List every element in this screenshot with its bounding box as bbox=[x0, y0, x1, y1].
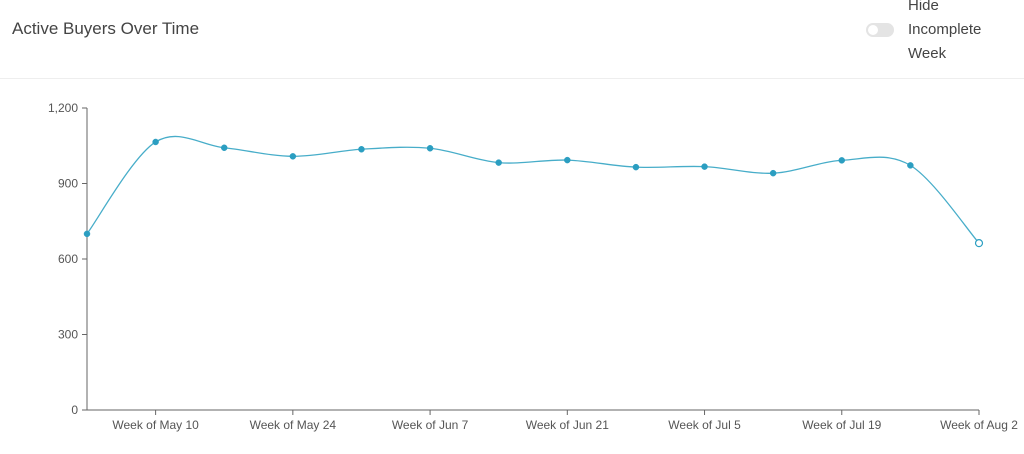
chart-header: Active Buyers Over Time Hide Incomplete … bbox=[0, 0, 1024, 79]
hide-incomplete-week-control: Hide Incomplete Week bbox=[864, 0, 1014, 74]
data-points bbox=[83, 138, 984, 248]
data-point bbox=[838, 157, 846, 164]
data-point bbox=[152, 138, 159, 146]
data-point bbox=[426, 145, 434, 152]
data-point bbox=[495, 159, 502, 166]
toggle-knob bbox=[868, 25, 878, 35]
x-tick-label: Week of Aug 2 bbox=[940, 418, 1018, 432]
data-point bbox=[289, 153, 297, 160]
data-point bbox=[220, 144, 228, 152]
hide-incomplete-week-label: Hide Incomplete Week bbox=[908, 0, 982, 62]
hide-incomplete-week-toggle[interactable] bbox=[866, 23, 894, 37]
y-tick-label: 900 bbox=[58, 177, 78, 191]
x-tick-label: Week of Jun 21 bbox=[526, 418, 609, 432]
y-tick-label: 1,200 bbox=[48, 101, 78, 115]
x-tick-label: Week of May 24 bbox=[250, 418, 337, 432]
x-tick-label: Week of Jul 5 bbox=[668, 418, 741, 432]
x-tick-label: Week of Jul 19 bbox=[802, 418, 881, 432]
y-tick-label: 600 bbox=[58, 252, 78, 266]
incomplete-week-point bbox=[974, 239, 984, 248]
chart-title: Active Buyers Over Time bbox=[12, 19, 200, 38]
y-tick-label: 0 bbox=[71, 403, 78, 417]
data-point bbox=[632, 163, 640, 171]
y-axis-labels: 0 300 600 900 1,200 bbox=[48, 101, 78, 417]
data-point bbox=[769, 169, 777, 177]
data-point bbox=[564, 156, 571, 164]
data-point bbox=[701, 163, 708, 170]
y-tick-label: 300 bbox=[58, 328, 78, 342]
data-point bbox=[358, 146, 365, 153]
x-axis-labels: Week of May 10 Week of May 24 Week of Jun … bbox=[112, 418, 1018, 432]
chart-axes bbox=[82, 107, 980, 415]
data-point bbox=[83, 230, 91, 238]
data-point bbox=[907, 162, 914, 169]
x-tick-label: Week of May 10 bbox=[112, 418, 199, 432]
x-tick-label: Week of Jun 7 bbox=[392, 418, 469, 432]
series-line bbox=[86, 135, 980, 244]
